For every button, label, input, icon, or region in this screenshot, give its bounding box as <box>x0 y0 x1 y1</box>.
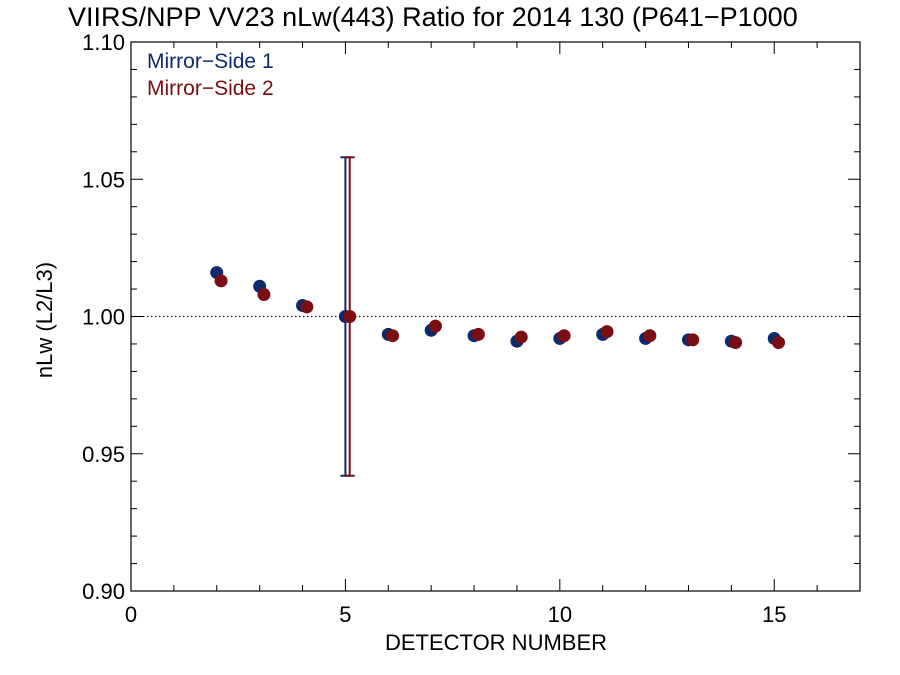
data-point-series-2 <box>686 333 700 347</box>
legend-entry-2: Mirror−Side 2 <box>147 77 274 100</box>
data-point-series-2 <box>214 274 228 288</box>
x-tick-label: 10 <box>548 602 572 627</box>
data-point-series-2 <box>257 288 271 302</box>
x-tick-label: 15 <box>762 602 786 627</box>
data-point-series-2 <box>471 327 485 341</box>
y-tick-label: 0.90 <box>82 579 125 604</box>
x-tick-label: 5 <box>339 602 351 627</box>
data-point-series-2 <box>729 336 743 350</box>
data-point-series-2 <box>600 325 614 339</box>
chart-title: VIIRS/NPP VV23 nLw(443) Ratio for 2014 1… <box>68 2 798 32</box>
x-tick-label: 0 <box>125 602 137 627</box>
data-point-series-2 <box>343 310 357 323</box>
data-point-series-2 <box>772 336 786 350</box>
data-point-series-2 <box>514 330 528 344</box>
legend-entry-1: Mirror−Side 1 <box>147 50 274 73</box>
y-tick-label: 1.00 <box>82 305 125 330</box>
plot-area: 0 5 10 15 0.90 0.95 1.00 1.05 1.10 Mirror−Side 1 M… <box>82 30 861 627</box>
y-tick-label: 1.10 <box>82 30 125 55</box>
data-point-series-2 <box>300 300 314 314</box>
data-point-series-2 <box>643 329 657 343</box>
data-point-series-2 <box>386 329 400 343</box>
y-tick-label: 0.95 <box>82 442 125 467</box>
y-tick-label: 1.05 <box>82 167 125 192</box>
x-axis-label: DETECTOR NUMBER <box>385 630 607 655</box>
y-axis-label: nLw (L2/L3) <box>32 262 57 378</box>
data-point-series-2 <box>428 319 442 333</box>
data-point-series-2 <box>557 329 571 343</box>
